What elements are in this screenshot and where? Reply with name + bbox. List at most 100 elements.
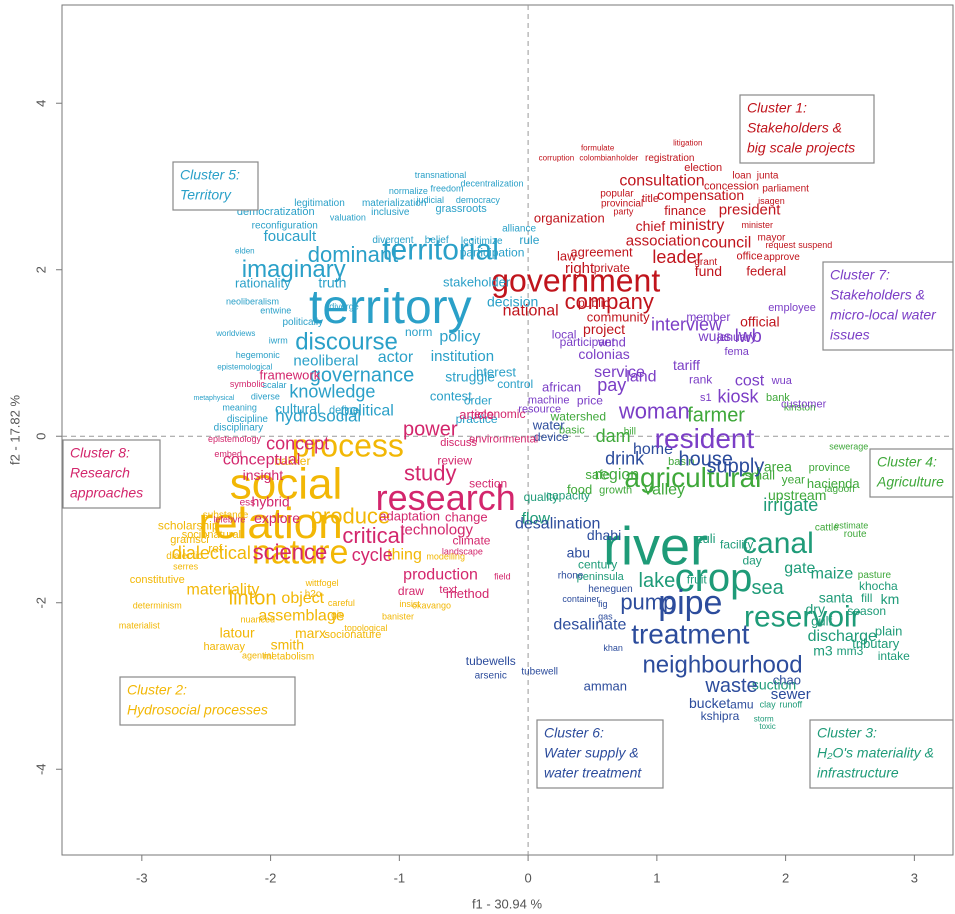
y-tick-label: 2 [33, 266, 48, 273]
word: federal [746, 264, 786, 279]
cluster-description: Territory [180, 187, 232, 203]
word: materialization [362, 198, 426, 209]
word: symbolic [230, 379, 266, 389]
cluster-name: Cluster 3: [817, 725, 877, 741]
word: region [595, 467, 639, 484]
word: peninsula [577, 571, 625, 583]
cluster-description: big scale projects [747, 140, 855, 156]
cluster-name: Cluster 2: [127, 682, 187, 698]
word: party [613, 207, 634, 217]
word: contest [430, 389, 472, 404]
word: field [494, 571, 511, 581]
word: agential [242, 650, 274, 660]
word: estimate [834, 521, 868, 531]
word: neoliberalism [226, 297, 279, 307]
word: finance [664, 203, 706, 218]
word: basic [559, 424, 585, 436]
word: valley [644, 482, 685, 499]
word: price [577, 393, 603, 407]
word: organization [534, 210, 605, 225]
word: food [567, 482, 592, 497]
word: compensation [657, 187, 744, 203]
word: discourse [295, 328, 398, 355]
word: interest [473, 364, 516, 379]
word: sewer [771, 686, 811, 703]
word: conceptual [223, 452, 300, 469]
word: gulf [811, 613, 832, 628]
word: tubewells [466, 654, 516, 668]
word: request [765, 240, 796, 250]
word: arsenic [475, 671, 507, 682]
word: modelling [426, 551, 465, 561]
word-group: agricultural farmer dam region valley watersh… [550, 392, 892, 581]
word: territory [309, 281, 472, 334]
word: m3 [813, 643, 833, 659]
word: decentralization [461, 178, 524, 188]
word: meaning [222, 402, 257, 412]
word: careful [328, 598, 355, 608]
word: rhone [558, 571, 584, 582]
word: sea [751, 577, 784, 599]
word: president [719, 202, 782, 219]
cluster-description: micro-local water [830, 307, 937, 323]
word: dhabi [587, 527, 621, 543]
word: santa [819, 589, 853, 605]
word: topological [344, 623, 387, 633]
word: national [503, 303, 559, 320]
cluster-name: Cluster 4: [877, 454, 937, 470]
word: text [439, 584, 457, 596]
word: fema [724, 346, 749, 358]
word: banister [382, 611, 414, 621]
word: control [497, 377, 533, 391]
word: january [716, 330, 756, 344]
cluster-box [869, 448, 954, 498]
word: critical [342, 523, 404, 548]
word: wua [771, 375, 793, 387]
word: fig [598, 599, 608, 609]
cluster-box [739, 94, 875, 164]
word: hegemonic [236, 350, 281, 360]
word: transnational [415, 170, 467, 180]
word: rationality [235, 275, 291, 290]
word: scholarship [158, 518, 219, 532]
word: diverge [329, 302, 359, 312]
word: office [737, 250, 763, 262]
word: wittfogel [305, 578, 339, 588]
cluster-description: Water supply & [544, 745, 639, 761]
cluster-name: Cluster 6: [544, 725, 604, 741]
word: smith [271, 637, 304, 653]
y-axis-label: f2 - 17.82 % [7, 395, 22, 466]
word: safe [585, 467, 610, 482]
word: toxic [759, 722, 775, 731]
word: decision [487, 294, 538, 310]
word: fund [695, 263, 722, 279]
word: zuli [696, 531, 716, 546]
word: iwrm [269, 336, 288, 346]
word: year [782, 473, 805, 487]
word: km [881, 591, 900, 607]
word: right [565, 260, 595, 277]
word: review [437, 453, 472, 467]
word: lwb [735, 326, 762, 346]
word: nuanced [240, 615, 275, 625]
word: hybrid [252, 494, 290, 510]
word: assemblage [258, 607, 344, 624]
word: flow [522, 511, 551, 528]
word: social [230, 460, 343, 509]
word: draw [398, 584, 424, 598]
word: fill [861, 591, 872, 605]
word: interview [651, 314, 723, 334]
cluster-box [172, 161, 259, 211]
word: politically [282, 317, 323, 328]
word: process [292, 427, 404, 463]
word: isagen [758, 196, 785, 206]
cluster-description: Hydrosocial processes [127, 702, 268, 718]
word: s1 [700, 392, 712, 404]
word: local [552, 328, 577, 342]
word: association [626, 232, 701, 249]
word: farmer [687, 405, 745, 427]
word: cultural [275, 400, 320, 416]
word: entwine [260, 306, 291, 316]
cluster-name: Cluster 7: [830, 267, 890, 283]
